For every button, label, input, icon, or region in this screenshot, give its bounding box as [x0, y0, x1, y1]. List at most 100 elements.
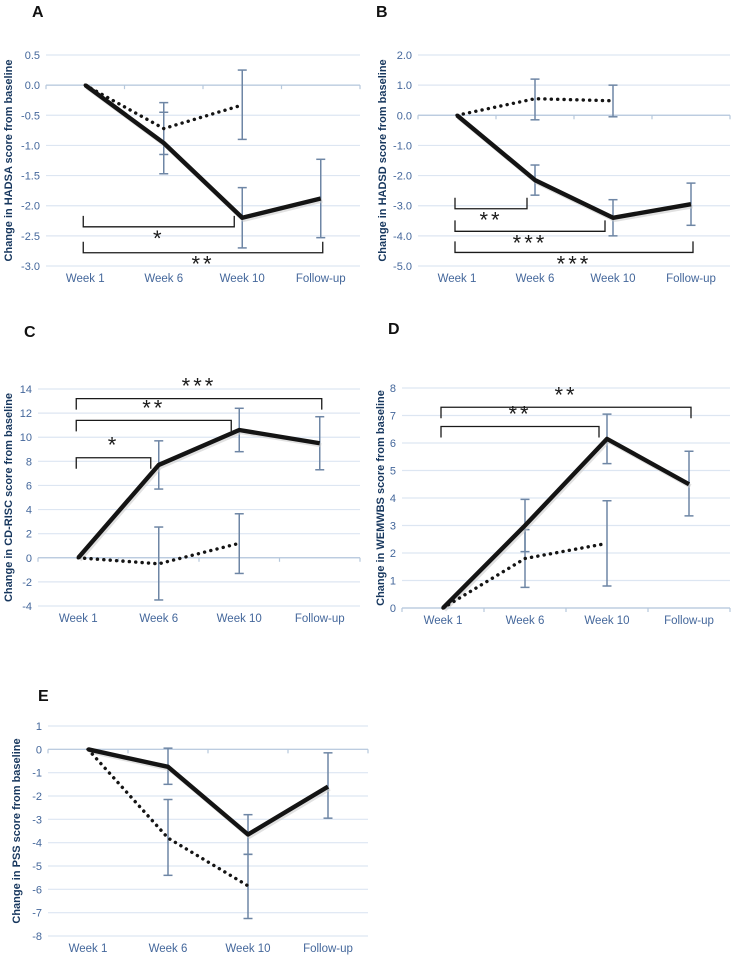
y-axis-title: Change in WEMWBS score from baseline — [375, 390, 387, 606]
significance-stars: *** — [513, 230, 548, 255]
x-tick-label: Follow-up — [295, 613, 345, 625]
x-tick-label: Week 10 — [225, 943, 270, 955]
significance-stars: *** — [182, 374, 217, 399]
panel-e-label: E — [38, 688, 49, 705]
y-tick-label: -8 — [32, 931, 42, 943]
significance-stars: ** — [142, 395, 165, 420]
panel-d: D 8 7 6 5 4 3 2 1 0 Week 1 Week 6 Week 10 Follow-up *… — [370, 316, 736, 640]
series-solid-line — [76, 427, 321, 560]
significance-stars: * — [108, 433, 120, 458]
y-tick-label: -0.5 — [21, 110, 40, 122]
y-tick-label: 2.0 — [397, 50, 412, 62]
chart-e-pss: 1 0 -1 -2 -3 -4 -5 -6 -7 -8 Week 1 Week 6 Week 10 Fol… — [11, 721, 369, 955]
panel-c: C 14 12 10 8 6 4 2 0 -2 -4 Week 1 Week 6 Week 10 Foll… — [4, 316, 366, 640]
x-tick-label: Week 6 — [144, 273, 183, 285]
series-solid-shadow — [457, 115, 693, 222]
series-solid-line — [455, 113, 692, 220]
x-tick-label: Week 1 — [59, 613, 98, 625]
y-tick-label: 0 — [36, 744, 42, 756]
y-tick-label: 0.0 — [25, 80, 40, 92]
series-dotted-line — [83, 83, 244, 131]
y-tick-label: 0.5 — [25, 50, 40, 62]
x-tick-label: Week 6 — [139, 613, 178, 625]
series-solid-line — [87, 747, 330, 837]
chart-d-wemwbs: 8 7 6 5 4 3 2 1 0 Week 1 Week 6 Week 10 Follow-up ** *… — [375, 382, 731, 627]
y-tick-label: -2.0 — [21, 201, 40, 213]
y-axis-title: Change in CD-RISC score from baseline — [4, 393, 15, 602]
y-axis-title: Change in HADSD score from baseline — [377, 59, 389, 261]
x-tick-label: Week 6 — [506, 615, 545, 627]
x-tick-label: Week 10 — [584, 615, 629, 627]
significance-stars: ** — [508, 402, 531, 427]
y-tick-label: 2 — [26, 529, 32, 541]
x-tick-label: Follow-up — [303, 943, 353, 955]
significance-stars: ** — [554, 382, 577, 407]
y-tick-label: -5 — [32, 861, 42, 873]
x-tick-label: Week 10 — [217, 613, 262, 625]
y-tick-label: 1.0 — [397, 80, 412, 92]
significance-bracket — [454, 220, 606, 232]
panel-b: B 2.0 1.0 0.0 -1.0 -2.0 -3.0 -4.0 -5.0 Week 1 Wee… — [370, 2, 736, 304]
y-tick-label: 6 — [390, 438, 396, 450]
significance-stars: *** — [557, 251, 592, 276]
y-tick-label: 14 — [20, 384, 32, 396]
y-tick-label: -2 — [32, 791, 42, 803]
significance-bracket — [454, 241, 694, 254]
y-tick-label: 3 — [390, 521, 396, 533]
significance-bracket — [75, 457, 152, 469]
y-tick-label: 8 — [390, 383, 396, 395]
significance-bracket — [440, 425, 600, 438]
x-tick-label: Follow-up — [296, 273, 346, 285]
y-tick-label: 2 — [390, 548, 396, 560]
y-tick-label: 4 — [390, 493, 396, 505]
y-tick-label: -3 — [32, 814, 42, 826]
x-tick-label: Follow-up — [664, 615, 714, 627]
y-tick-label: 0 — [390, 603, 396, 615]
y-tick-label: -4 — [22, 601, 32, 613]
y-tick-label: 4 — [26, 505, 32, 517]
panel-c-label: C — [24, 324, 36, 341]
y-tick-label: 1 — [390, 576, 396, 588]
y-tick-label: -1 — [32, 768, 42, 780]
significance-stars: ** — [479, 208, 502, 233]
panel-e: E 1 0 -1 -2 -3 -4 -5 -6 -7 -8 Week 1 Week 6 Week 10 F… — [6, 676, 378, 958]
significance-bracket — [82, 215, 235, 228]
y-tick-label: -3.0 — [21, 261, 40, 273]
y-tick-label: -6 — [32, 884, 42, 896]
y-tick-label: -5.0 — [393, 261, 412, 273]
y-axis-title: Change in PSS score from baseline — [11, 738, 23, 923]
series-dotted-line — [455, 97, 615, 117]
panel-a-label: A — [32, 4, 44, 21]
y-tick-label: -1.0 — [393, 140, 412, 152]
significance-bracket — [440, 406, 692, 419]
panel-d-label: D — [388, 321, 400, 338]
series-dotted-line — [76, 541, 241, 566]
significance-bracket — [454, 197, 528, 210]
series-solid-shadow — [85, 85, 323, 222]
series-solid-line — [83, 83, 322, 220]
y-tick-label: -1.5 — [21, 171, 40, 183]
y-axis-title: Change in HADSA score from baseline — [4, 60, 15, 262]
y-tick-label: 0.0 — [397, 110, 412, 122]
x-tick-label: Week 6 — [149, 943, 188, 955]
y-tick-label: -4.0 — [393, 231, 412, 243]
x-tick-label: Week 1 — [438, 273, 477, 285]
chart-c-cdrisc: 14 12 10 8 6 4 2 0 -2 -4 Week 1 Week 6 Week 10 Follow… — [4, 374, 361, 625]
y-tick-label: 12 — [20, 408, 32, 420]
series-dotted-line — [441, 541, 609, 610]
y-tick-label: 6 — [26, 480, 32, 492]
y-tick-label: 10 — [20, 432, 32, 444]
y-tick-label: -3.0 — [393, 201, 412, 213]
y-tick-label: 7 — [390, 411, 396, 423]
y-tick-label: -2 — [22, 577, 32, 589]
x-tick-label: Week 6 — [516, 273, 555, 285]
chart-a-hadsa: 0.5 0.0 -0.5 -1.0 -1.5 -2.0 -2.5 -3.0 Week 1 Week… — [4, 50, 361, 285]
panel-a: A 0.5 0.0 -0.5 -1.0 -1.5 -2.0 -2.5 -3.0 Week 1 We… — [4, 2, 366, 304]
significance-bracket — [82, 241, 324, 254]
x-tick-label: Follow-up — [666, 273, 716, 285]
significance-bracket — [75, 397, 323, 410]
significance-stars: ** — [191, 252, 214, 277]
y-tick-label: 8 — [26, 456, 32, 468]
panel-b-label: B — [376, 4, 388, 21]
